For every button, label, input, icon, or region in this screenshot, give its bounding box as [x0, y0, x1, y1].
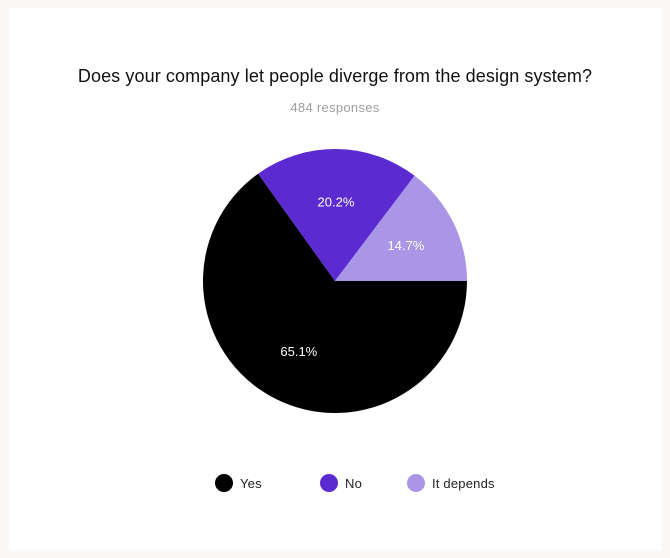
legend-item-it-depends[interactable]: It depends [407, 471, 495, 495]
pie-slices [203, 149, 467, 413]
legend: Yes No It depends [0, 471, 670, 495]
legend-label-it-depends: It depends [432, 475, 495, 491]
legend-swatch-yes [215, 474, 233, 492]
legend-swatch-it-depends [407, 474, 425, 492]
chart-title: Does your company let people diverge fro… [77, 66, 593, 86]
legend-label-yes: Yes [240, 475, 262, 491]
pie-label-yes: 65.1% [280, 344, 317, 359]
pie-label-no: 20.2% [318, 194, 355, 209]
legend-item-yes[interactable]: Yes [215, 471, 262, 495]
pie-labels: 65.1% 20.2% 14.7% [280, 194, 424, 359]
pie-slice-it-depends[interactable] [335, 175, 467, 281]
response-count: 484 responses [290, 100, 380, 115]
legend-swatch-no [320, 474, 338, 492]
pie-slice-yes[interactable] [203, 173, 467, 413]
legend-item-no[interactable]: No [320, 471, 362, 495]
pie-slice-no[interactable] [258, 149, 415, 281]
pie-label-it-depends: 14.7% [387, 238, 424, 253]
legend-label-no: No [345, 475, 363, 491]
